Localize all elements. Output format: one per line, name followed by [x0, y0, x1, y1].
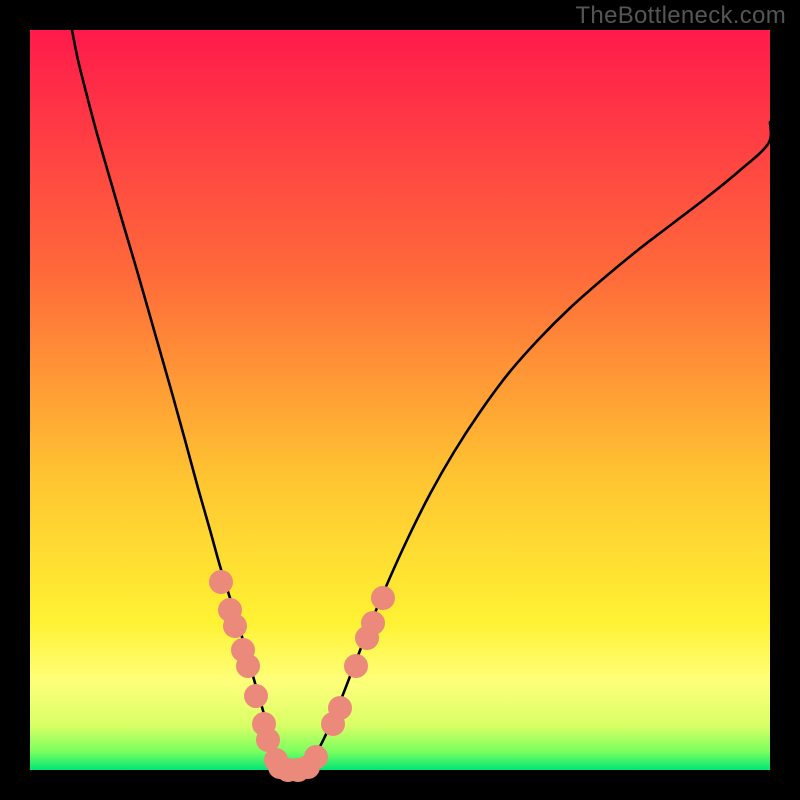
- marker-dot: [344, 654, 368, 678]
- marker-dot: [244, 684, 268, 708]
- marker-group: [209, 570, 395, 782]
- chart-overlay: [0, 0, 800, 800]
- marker-dot: [304, 745, 328, 769]
- marker-dot: [236, 654, 260, 678]
- marker-dot: [371, 586, 395, 610]
- marker-dot: [361, 611, 385, 635]
- marker-dot: [209, 570, 233, 594]
- watermark-text: TheBottleneck.com: [575, 2, 786, 30]
- bottleneck-curve: [72, 30, 771, 770]
- marker-dot: [328, 696, 352, 720]
- chart-frame: TheBottleneck.com: [0, 0, 800, 800]
- marker-dot: [223, 614, 247, 638]
